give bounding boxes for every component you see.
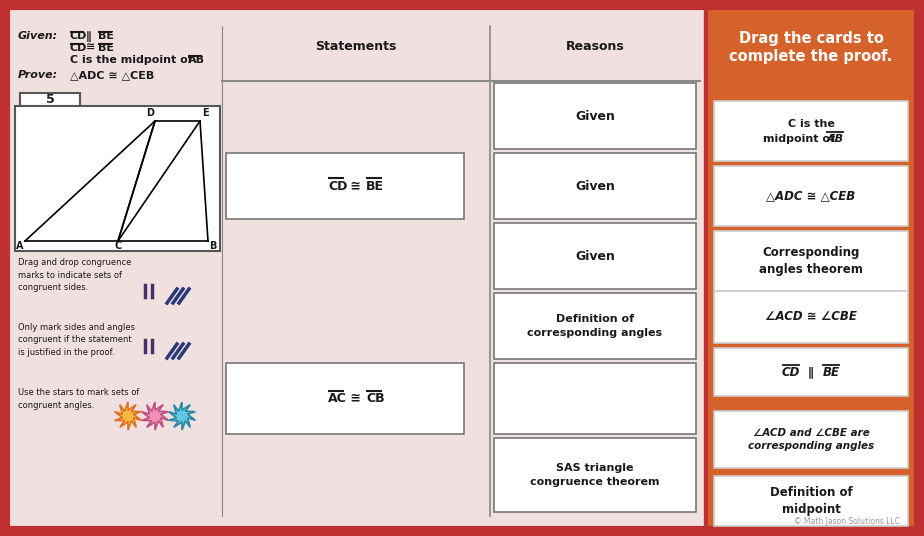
Text: Given: Given	[575, 249, 615, 263]
Bar	[714, 291, 908, 343]
Text: △ADC ≅ △CEB: △ADC ≅ △CEB	[766, 190, 856, 203]
Bar	[8, 8, 706, 528]
Bar	[226, 363, 464, 434]
Text: AB: AB	[826, 134, 844, 144]
Bar	[494, 363, 696, 434]
Text: Given: Given	[575, 180, 615, 192]
Bar	[714, 231, 908, 291]
Text: Drag and drop congruence
marks to indicate sets of
congruent sides.: Drag and drop congruence marks to indica…	[18, 258, 131, 292]
Text: Only mark sides and angles
congruent if the statement
is justified in the proof.: Only mark sides and angles congruent if …	[18, 323, 135, 357]
Text: AB: AB	[188, 55, 205, 65]
Bar	[494, 223, 696, 289]
Bar	[494, 438, 696, 512]
Text: ≅: ≅	[86, 43, 95, 53]
Text: Given: Given	[575, 109, 615, 123]
Bar	[714, 476, 908, 526]
Text: Definition of
midpoint: Definition of midpoint	[770, 486, 852, 516]
Bar	[706, 8, 916, 528]
Text: D: D	[146, 108, 154, 118]
Text: SAS triangle
congruence theorem: SAS triangle congruence theorem	[530, 464, 660, 487]
Text: CD: CD	[70, 43, 88, 53]
Text: ∥: ∥	[86, 31, 91, 42]
Text: 5: 5	[45, 93, 55, 106]
Polygon shape	[169, 402, 195, 430]
Text: ≅: ≅	[346, 392, 365, 405]
Text: ∥: ∥	[808, 366, 814, 378]
Polygon shape	[115, 402, 141, 430]
Text: ∠ACD ≅ ∠CBE: ∠ACD ≅ ∠CBE	[765, 310, 857, 324]
Text: ≅: ≅	[346, 180, 365, 192]
Polygon shape	[141, 402, 168, 430]
Text: midpoint of: midpoint of	[763, 134, 835, 144]
Text: Given:: Given:	[18, 31, 58, 41]
Text: E: E	[201, 108, 208, 118]
Text: BE: BE	[98, 31, 114, 41]
Text: © Math Jason Solutions LLC: © Math Jason Solutions LLC	[794, 517, 900, 526]
Text: A: A	[17, 241, 24, 251]
Text: △ADC ≅ △CEB: △ADC ≅ △CEB	[70, 70, 154, 80]
Text: BE: BE	[366, 180, 384, 192]
Text: AC: AC	[328, 392, 346, 405]
Text: CD: CD	[782, 366, 800, 378]
Text: Prove:: Prove:	[18, 70, 58, 80]
Bar	[714, 101, 908, 161]
Text: ∠ACD and ∠CBE are
corresponding angles: ∠ACD and ∠CBE are corresponding angles	[748, 428, 874, 451]
Text: Definition of
corresponding angles: Definition of corresponding angles	[528, 315, 663, 338]
Bar	[20, 93, 80, 106]
Text: BE: BE	[822, 366, 840, 378]
Text: C is the midpoint of: C is the midpoint of	[70, 55, 193, 65]
Text: Use the stars to mark sets of
congruent angles.: Use the stars to mark sets of congruent …	[18, 388, 140, 410]
Text: CD: CD	[328, 180, 347, 192]
Bar	[494, 153, 696, 219]
Text: Corresponding
angles theorem: Corresponding angles theorem	[759, 246, 863, 276]
Text: BE: BE	[98, 43, 114, 53]
Text: CB: CB	[366, 392, 384, 405]
Bar	[494, 83, 696, 149]
Text: C: C	[115, 241, 122, 251]
Text: Reasons: Reasons	[565, 40, 625, 53]
Text: B: B	[210, 241, 217, 251]
Bar	[226, 153, 464, 219]
Bar	[714, 411, 908, 468]
Text: C is the: C is the	[787, 119, 834, 129]
Bar	[15, 106, 220, 251]
Bar	[714, 348, 908, 396]
Text: Drag the cards to
complete the proof.: Drag the cards to complete the proof.	[729, 31, 893, 64]
Text: CD: CD	[70, 31, 88, 41]
Bar	[714, 166, 908, 226]
Text: Statements: Statements	[315, 40, 396, 53]
Bar	[494, 293, 696, 359]
